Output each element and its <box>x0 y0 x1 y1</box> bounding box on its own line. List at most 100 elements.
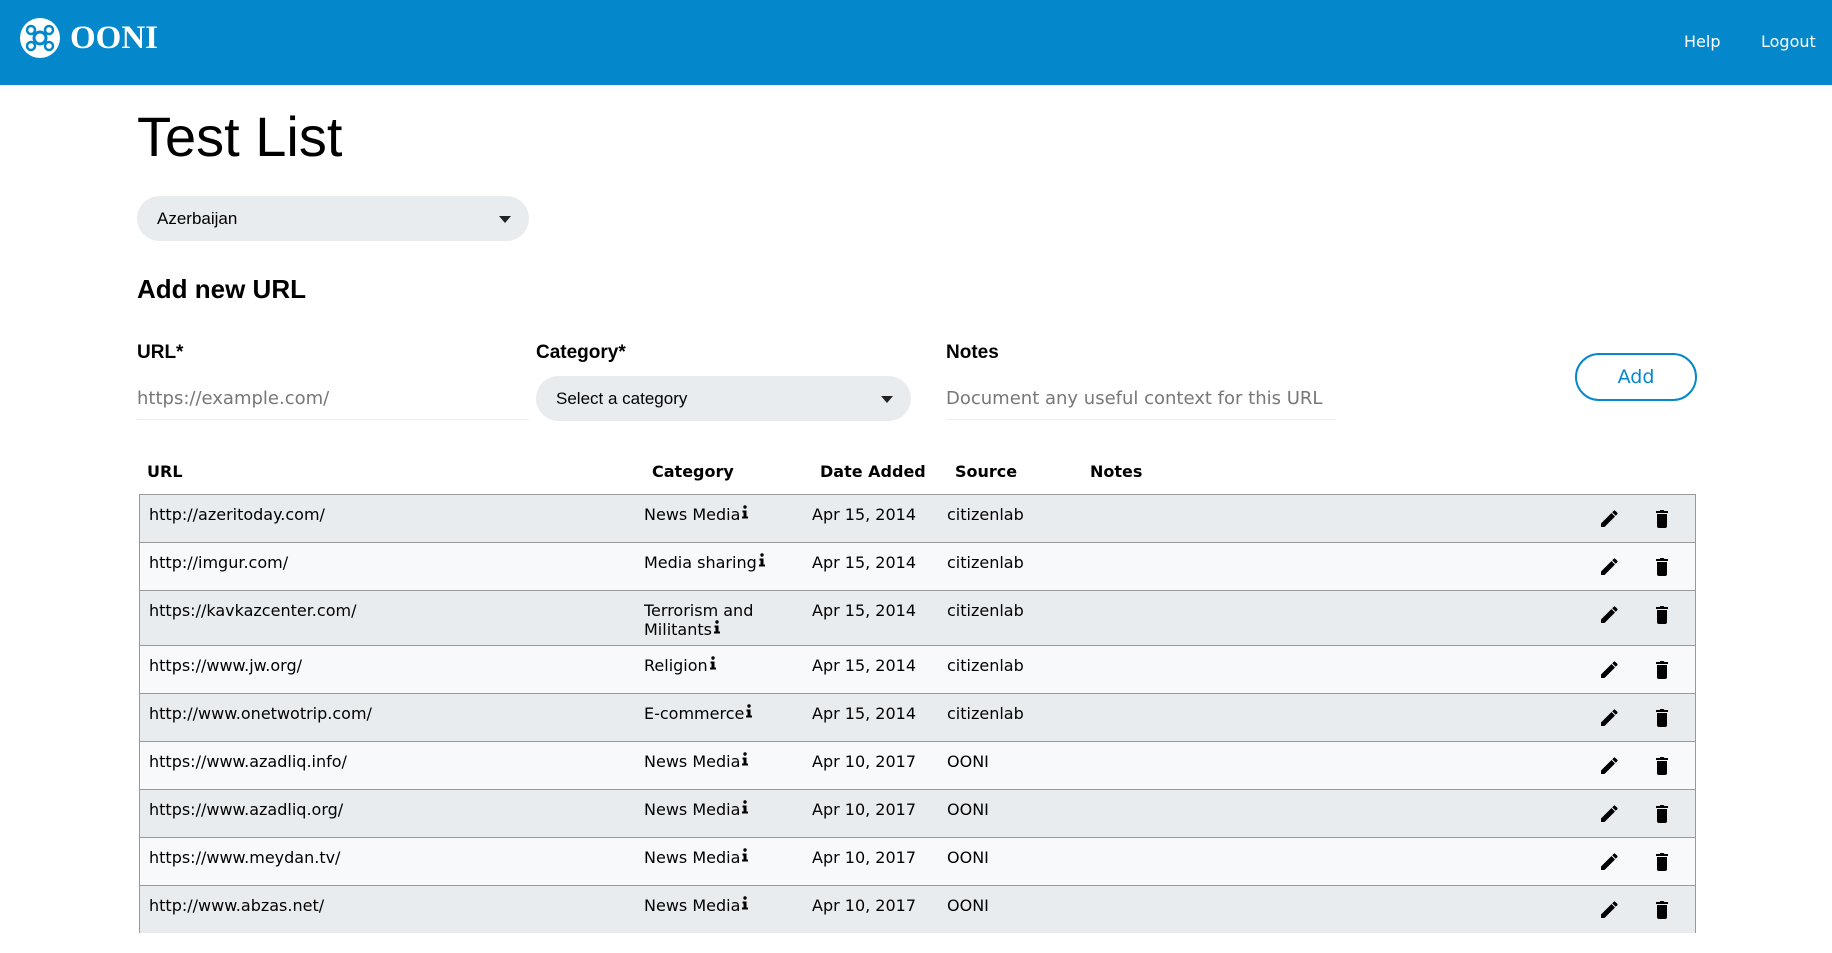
delete-button[interactable] <box>1651 658 1673 680</box>
table-cell <box>1082 505 1482 536</box>
table-row: https://www.azadliq.org/News Media Apr 10… <box>140 789 1695 837</box>
table-cell: News Media <box>644 800 812 831</box>
cell-text: Apr 15, 2014 <box>812 704 917 723</box>
table-cell: Terrorism and Militants <box>644 601 812 639</box>
table-cell: Apr 10, 2017 <box>812 752 947 783</box>
table-row: http://www.abzas.net/News Media Apr 10, 2… <box>140 885 1695 933</box>
cell-text: Apr 10, 2017 <box>812 896 917 915</box>
table-row: http://azeritoday.com/News Media Apr 15, … <box>140 494 1695 542</box>
cell-text: OONI <box>947 800 989 819</box>
table-cell: http://imgur.com/ <box>140 553 644 584</box>
table-cell: OONI <box>947 752 1082 783</box>
info-icon <box>709 656 716 670</box>
table-cell <box>1082 704 1482 735</box>
table-cell: Apr 15, 2014 <box>812 553 947 584</box>
delete-button[interactable] <box>1651 507 1673 529</box>
table-cell: Apr 15, 2014 <box>812 505 947 536</box>
edit-button[interactable] <box>1598 898 1620 920</box>
table-cell: OONI <box>947 800 1082 831</box>
table-cell: Media sharing <box>644 553 812 584</box>
table-cell: Apr 15, 2014 <box>812 704 947 735</box>
delete-button[interactable] <box>1651 802 1673 824</box>
table-cell <box>1082 848 1482 879</box>
top-bar: OONI Help Logout <box>0 0 1832 85</box>
table-cell: News Media <box>644 752 812 783</box>
edit-button[interactable] <box>1598 850 1620 872</box>
category-text: News Media <box>644 505 749 524</box>
table-row: http://imgur.com/Media sharing Apr 15, 20… <box>140 542 1695 590</box>
delete-button[interactable] <box>1651 706 1673 728</box>
category-text: News Media <box>644 896 749 915</box>
nav-link[interactable]: Help <box>1684 32 1721 51</box>
info-icon <box>742 896 749 910</box>
table-cell: Apr 10, 2017 <box>812 848 947 879</box>
field-label: URL* <box>137 342 184 363</box>
cell-text: Apr 10, 2017 <box>812 752 917 771</box>
edit-button[interactable] <box>1598 658 1620 680</box>
delete-button[interactable] <box>1651 754 1673 776</box>
table-cell: Religion <box>644 656 812 687</box>
cell-text: OONI <box>947 848 989 867</box>
edit-button[interactable] <box>1598 507 1620 529</box>
table-row: https://www.jw.org/Religion Apr 15, 2014 c… <box>140 645 1695 693</box>
edit-button[interactable] <box>1598 754 1620 776</box>
table-cell <box>1082 752 1482 783</box>
column-header: URL <box>147 462 183 481</box>
table-cell: https://www.azadliq.info/ <box>140 752 644 783</box>
table-cell: https://www.jw.org/ <box>140 656 644 687</box>
table-cell: Apr 15, 2014 <box>812 601 947 639</box>
delete-button[interactable] <box>1651 898 1673 920</box>
category-text: Terrorism and Militants <box>644 601 754 639</box>
cell-text: http://imgur.com/ <box>149 553 289 572</box>
cell-text: http://www.onetwotrip.com/ <box>149 704 372 723</box>
field-label: Category* <box>536 342 626 363</box>
edit-button[interactable] <box>1598 802 1620 824</box>
edit-button[interactable] <box>1598 555 1620 577</box>
edit-button[interactable] <box>1598 603 1620 625</box>
table-cell: https://www.azadliq.org/ <box>140 800 644 831</box>
table-cell: Apr 10, 2017 <box>812 800 947 831</box>
table-cell: E-commerce <box>644 704 812 735</box>
info-icon <box>742 505 749 519</box>
delete-button[interactable] <box>1651 850 1673 872</box>
table-cell: http://azeritoday.com/ <box>140 505 644 536</box>
table-cell: OONI <box>947 896 1082 927</box>
table-cell: citizenlab <box>947 601 1082 639</box>
table-cell: News Media <box>644 505 812 536</box>
table-row: https://www.meydan.tv/News Media Apr 10, … <box>140 837 1695 885</box>
info-icon <box>713 620 720 634</box>
cell-text: citizenlab <box>947 601 1024 620</box>
cell-text: citizenlab <box>947 656 1024 675</box>
info-icon <box>742 800 749 814</box>
logo-text[interactable]: OONI <box>70 20 159 56</box>
add-button[interactable]: Add <box>1575 353 1697 401</box>
category-text: E-commerce <box>644 704 753 723</box>
page-title: Test List <box>137 105 343 168</box>
cell-text: Apr 10, 2017 <box>812 800 917 819</box>
field-label: Notes <box>946 342 999 363</box>
logo-icon[interactable] <box>19 17 61 59</box>
column-header: Source <box>955 462 1018 481</box>
edit-button[interactable] <box>1598 706 1620 728</box>
cell-text: http://azeritoday.com/ <box>149 505 325 524</box>
delete-button[interactable] <box>1651 555 1673 577</box>
url-input[interactable]: https://example.com/ <box>137 380 529 420</box>
cell-text: citizenlab <box>947 505 1024 524</box>
table-cell <box>1082 896 1482 927</box>
table-cell: citizenlab <box>947 505 1082 536</box>
table-cell: Apr 10, 2017 <box>812 896 947 927</box>
info-icon <box>746 704 753 718</box>
category-select[interactable]: Select a category <box>536 376 911 421</box>
category-text: News Media <box>644 848 749 867</box>
table-cell <box>1082 800 1482 831</box>
cell-text: https://kavkazcenter.com/ <box>149 601 357 620</box>
cell-text: https://www.azadliq.org/ <box>149 800 344 819</box>
notes-input[interactable]: Document any useful context for this URL <box>946 380 1336 420</box>
table-row: https://kavkazcenter.com/Terrorism and M… <box>140 590 1695 645</box>
table-cell: News Media <box>644 848 812 879</box>
cell-text: https://www.azadliq.info/ <box>149 752 347 771</box>
nav-link[interactable]: Logout <box>1761 32 1816 51</box>
country-select[interactable]: Azerbaijan <box>137 196 529 241</box>
cell-text: Apr 10, 2017 <box>812 848 917 867</box>
delete-button[interactable] <box>1651 603 1673 625</box>
